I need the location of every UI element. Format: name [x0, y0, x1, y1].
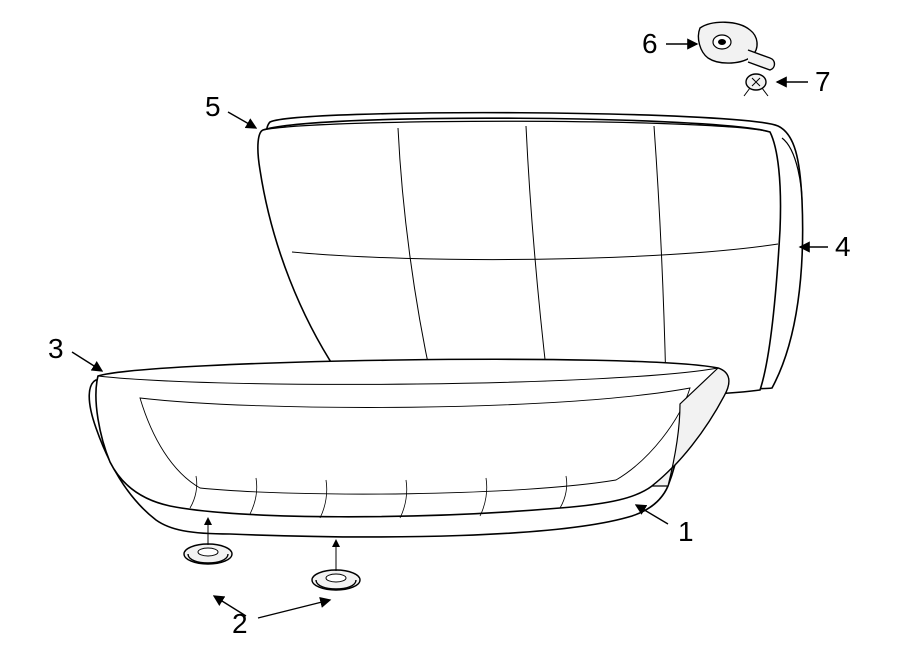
callout-label-4: 4: [835, 231, 851, 262]
latch-bracket-tab: [748, 50, 775, 70]
callout-label-1: 1: [678, 516, 694, 547]
callout-label-6: 6: [642, 28, 658, 59]
callout-label-2: 2: [232, 608, 248, 639]
latch-bracket-assembly: [698, 22, 774, 96]
rear-seat-diagram: 1 2 3 4 5 6 7: [0, 0, 900, 661]
callout-label-3: 3: [48, 333, 64, 364]
seat-cushion-cover-top: [96, 359, 729, 516]
latch-bracket-hole-inner: [718, 39, 726, 45]
callout-arrow-2b: [258, 600, 330, 618]
callout-arrow-3: [72, 352, 102, 371]
seat-back-cover-face: [258, 118, 781, 397]
latch-bolt: [744, 74, 768, 96]
callout-label-7: 7: [815, 66, 831, 97]
callout-arrow-1: [636, 505, 668, 524]
seat-back-assembly: [258, 113, 803, 397]
retainer-clip-right: [312, 540, 360, 590]
callout-arrow-5: [228, 112, 256, 128]
callout-label-5: 5: [205, 91, 221, 122]
seat-cushion-assembly: [89, 359, 729, 537]
